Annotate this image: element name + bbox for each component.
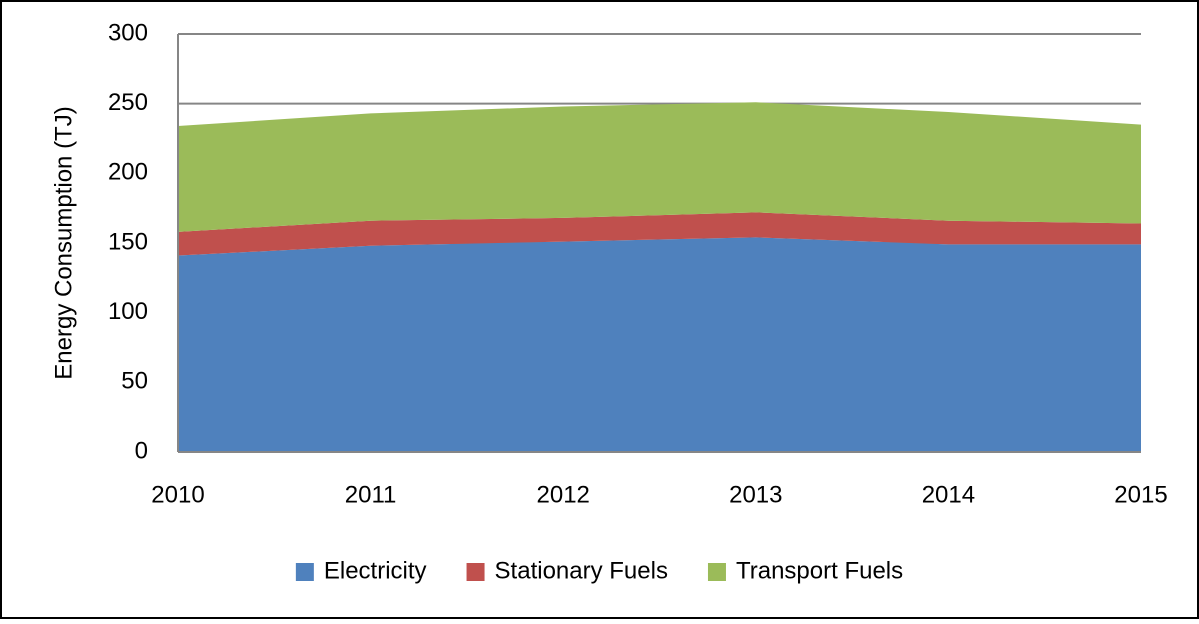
legend-label: Transport Fuels <box>736 557 903 584</box>
y-axis-title: Energy Consumption (TJ) <box>50 106 77 379</box>
x-tick-label: 2012 <box>537 481 590 508</box>
legend-swatch <box>466 563 485 581</box>
area <box>178 212 1141 256</box>
x-tick-label: 2011 <box>345 481 397 508</box>
legend-label: Stationary Fuels <box>495 557 668 584</box>
y-tick-label: 150 <box>108 228 148 255</box>
x-tick-label: 2010 <box>151 481 204 508</box>
x-tick-label: 2013 <box>729 481 782 508</box>
area <box>178 237 1141 452</box>
x-tick-label: 2015 <box>1114 481 1167 508</box>
y-tick-label: 50 <box>121 368 148 395</box>
legend-label: Electricity <box>324 557 427 584</box>
y-tick-label: 250 <box>108 89 148 116</box>
legend-swatch <box>295 563 314 581</box>
x-tick-label: 2014 <box>922 481 975 508</box>
area <box>178 102 1141 232</box>
y-tick-label: 200 <box>108 159 148 186</box>
y-tick-label: 300 <box>108 19 148 46</box>
legend-swatch <box>707 563 726 581</box>
y-tick-label: 0 <box>135 437 148 464</box>
y-tick-label: 100 <box>108 298 148 325</box>
